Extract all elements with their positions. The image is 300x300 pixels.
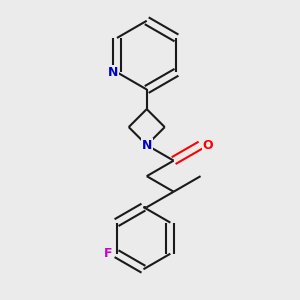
Text: N: N — [142, 139, 152, 152]
Text: N: N — [108, 66, 118, 79]
Text: O: O — [202, 139, 213, 152]
Text: F: F — [104, 247, 112, 260]
